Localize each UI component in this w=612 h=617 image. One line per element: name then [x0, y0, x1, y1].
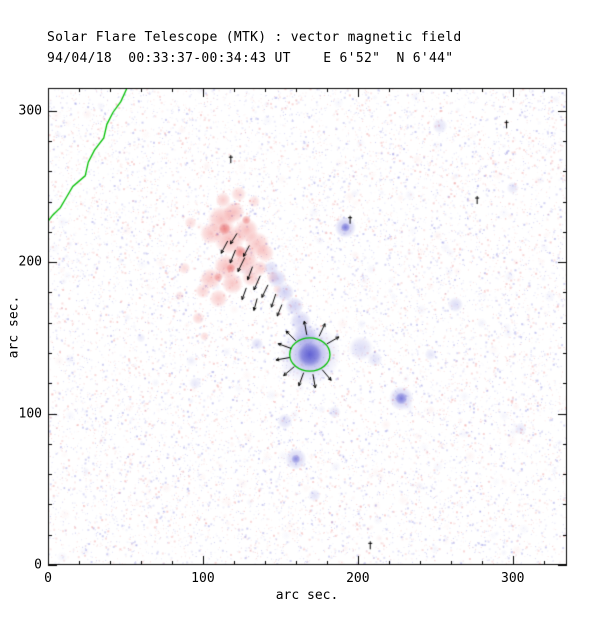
x-tick-label: 100: [191, 571, 215, 586]
y-tick-label: 0: [34, 557, 42, 573]
x-tick-label: 200: [346, 571, 370, 586]
figure-subtitle: 94/04/18 00:33:37-00:34:43 UT E 6'52" N …: [47, 51, 454, 66]
y-tick-label: 200: [18, 254, 42, 270]
y-tick-label: 100: [18, 406, 42, 422]
x-tick-label: 300: [501, 571, 525, 586]
figure-title: Solar Flare Telescope (MTK) : vector mag…: [47, 30, 462, 45]
y-tick-label: 300: [18, 103, 42, 119]
y-axis-label: arc sec.: [6, 295, 22, 359]
x-tick-label: 0: [44, 571, 52, 586]
x-axis-label: arc sec.: [275, 588, 339, 603]
